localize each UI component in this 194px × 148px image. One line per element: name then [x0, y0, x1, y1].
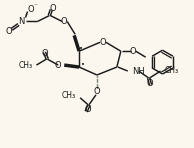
Text: CH₃: CH₃ — [62, 91, 76, 100]
Text: NH: NH — [132, 67, 145, 75]
Text: O: O — [85, 105, 91, 114]
Text: CH₃: CH₃ — [165, 66, 179, 75]
Text: O: O — [41, 49, 48, 58]
Text: CH₃: CH₃ — [18, 61, 32, 70]
Text: O: O — [146, 79, 153, 88]
Text: ⁺: ⁺ — [25, 14, 28, 19]
Text: O: O — [27, 5, 34, 14]
Text: O: O — [100, 38, 106, 47]
Text: N: N — [18, 17, 25, 26]
Text: •: • — [81, 62, 85, 68]
Text: ⁻: ⁻ — [34, 4, 37, 10]
Text: O: O — [94, 87, 100, 96]
Text: O: O — [5, 27, 12, 36]
Text: O: O — [129, 47, 136, 56]
Text: •: • — [79, 46, 83, 52]
Text: O: O — [61, 17, 68, 26]
Text: O: O — [49, 4, 56, 13]
Text: O: O — [55, 61, 61, 70]
